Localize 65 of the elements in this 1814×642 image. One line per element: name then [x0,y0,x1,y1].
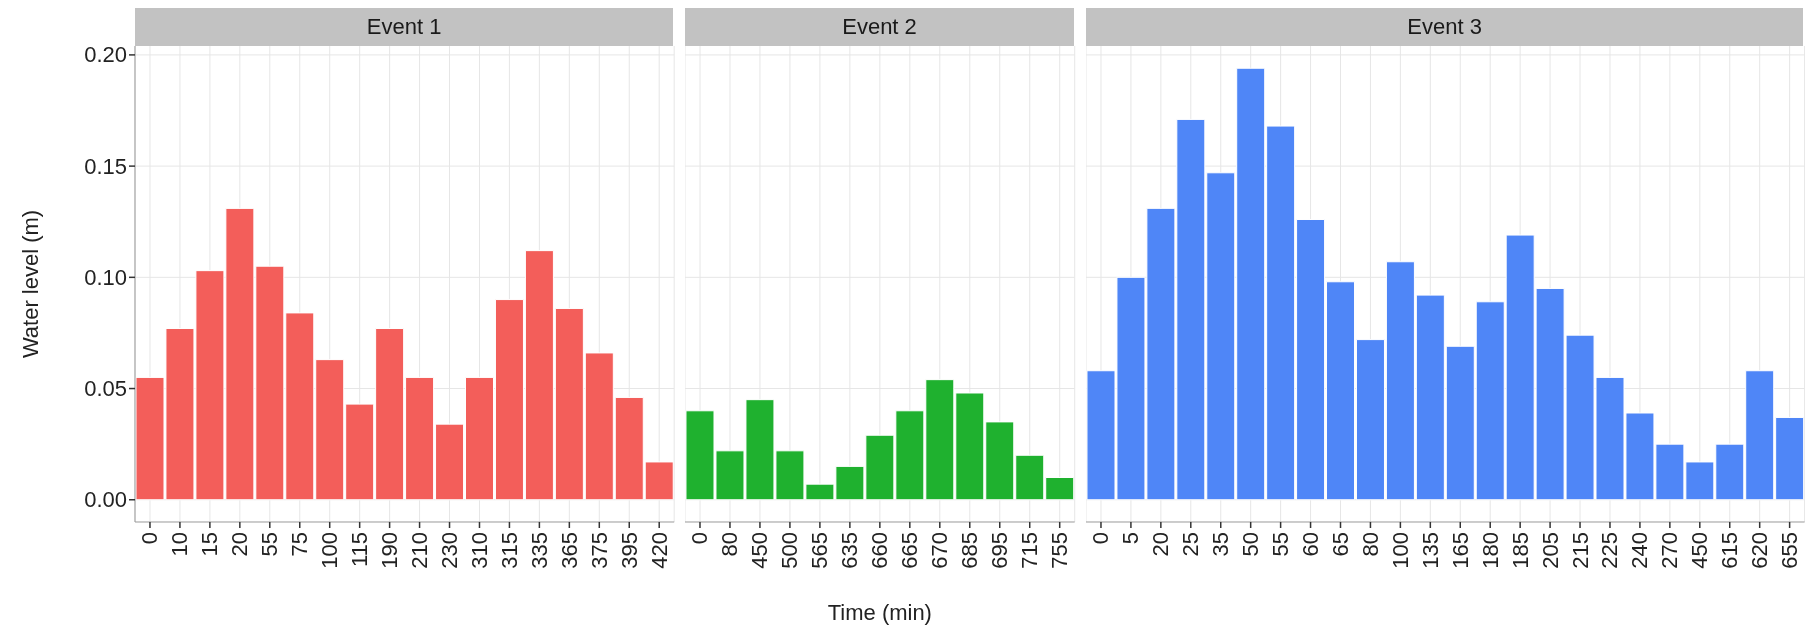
y-tick-label: 0.05 [84,376,127,402]
x-tick-label: 20 [1148,532,1174,557]
x-tick-label: 80 [1357,532,1383,557]
x-tick-label: 315 [496,532,522,569]
x-tick-label: 755 [1047,531,1073,569]
y-axis-title: Water level (m) [17,209,43,359]
x-tick-label: 180 [1477,532,1503,569]
x-tick-label: 565 [807,531,833,569]
x-tick-label: 185 [1507,532,1533,569]
x-tick-label: 135 [1417,532,1443,569]
x-tick-label: 65 [1327,532,1353,557]
x-tick-label: 450 [1687,532,1713,569]
x-tick-label: 0 [1088,532,1114,545]
y-tick-label: 0.15 [84,153,127,179]
x-tick-label: 0 [687,531,713,545]
x-tick-label: 50 [1238,532,1264,557]
x-tick-label: 215 [1567,532,1593,569]
x-tick-label: 635 [837,531,863,569]
x-tick-label: 335 [526,532,552,569]
chart-title: Event 3 [1085,8,1804,46]
x-tick-label: 365 [556,532,582,569]
x-tick-label: 270 [1657,532,1683,569]
x-tick-label: 655 [1777,532,1802,569]
x-tick-label: 450 [747,531,773,569]
x-tick-label: 420 [646,532,672,569]
x-tick-label: 115 [347,532,373,568]
x-tick-label: 620 [1747,532,1773,569]
x-tick-label: 665 [897,531,923,569]
x-tick-label: 240 [1627,532,1653,569]
x-tick-label: 5 [1118,532,1144,545]
x-tick-label: 25 [1178,532,1204,557]
chart-title: Event 1 [135,8,674,46]
x-tick-label: 55 [1267,532,1293,557]
x-tick-label: 190 [377,532,403,569]
x-tick-label: 20 [227,532,253,557]
x-tick-label: 60 [1297,532,1323,557]
x-tick-label: 670 [927,531,953,569]
y-tick-label: 0.00 [84,487,127,513]
x-tick-label: 310 [466,532,492,569]
x-tick-label: 230 [437,532,463,569]
x-tick-label: 375 [586,532,612,569]
x-tick-label: 695 [987,531,1013,569]
x-tick-label: 10 [167,532,193,557]
x-tick-label: 55 [257,532,283,557]
x-tick-label: 165 [1447,532,1473,569]
x-tick-label: 685 [957,531,983,569]
y-tick-label: 0.10 [84,264,127,290]
x-tick-label: 205 [1537,532,1563,569]
x-tick-label: 225 [1597,532,1623,569]
x-tick-label: 615 [1717,532,1743,569]
x-tick-label: 395 [616,532,642,569]
x-axis-title: Time (min) [827,599,933,625]
x-tick-label: 80 [717,531,743,557]
x-tick-label: 15 [197,532,223,557]
x-tick-label: 715 [1017,531,1043,569]
y-tick-label: 0.20 [84,42,127,68]
x-tick-label: 0 [137,532,163,545]
x-tick-label: 500 [777,531,803,569]
x-tick-label: 75 [287,532,313,557]
x-tick-label: 660 [867,531,893,569]
x-tick-label: 210 [407,532,433,569]
x-tick-label: 100 [1387,532,1413,569]
chart-title: Event 2 [685,8,1074,46]
x-tick-label: 35 [1208,532,1234,557]
x-tick-label: 100 [317,532,343,569]
